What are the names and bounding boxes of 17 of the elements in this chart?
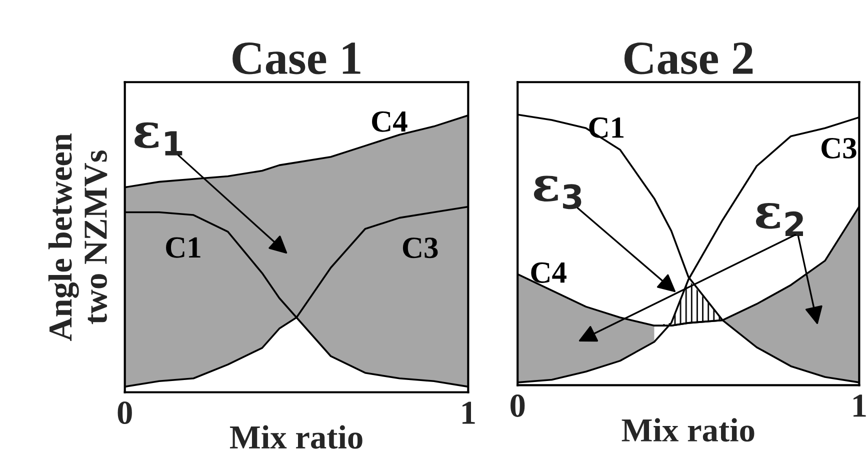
annotation: ε$_{2}$ — [756, 203, 803, 236]
x-tick-label: 1 — [854, 394, 866, 417]
x-tick-label: 0 — [510, 394, 525, 417]
series-label: C4 — [372, 111, 408, 132]
series-label: C4 — [531, 262, 566, 283]
x-tick-label: 0 — [118, 402, 132, 424]
x-axis-title: Mix ratio — [622, 418, 754, 442]
y-axis-title: Angle between two NZMVs — [48, 134, 108, 342]
legend-label: C1 — [166, 237, 200, 258]
x-tick-label: 1 — [462, 402, 475, 424]
chart-title: Case 2 — [624, 42, 753, 74]
chart-title: Case 1 — [232, 42, 360, 74]
x-axis-title: Mix ratio — [230, 425, 362, 449]
series-label: C3 — [402, 238, 438, 258]
annotation: ε$_{1}$ — [134, 122, 182, 156]
annotation: ε$_{3}$ — [534, 176, 582, 210]
series-label: C3 — [822, 138, 856, 158]
